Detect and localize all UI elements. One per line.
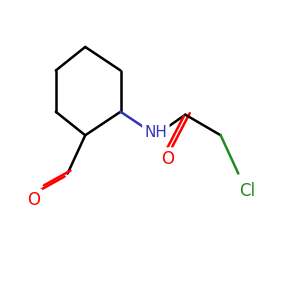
Text: NH: NH — [145, 125, 167, 140]
Text: Cl: Cl — [239, 182, 255, 200]
Text: O: O — [161, 150, 174, 168]
Text: O: O — [27, 191, 40, 209]
